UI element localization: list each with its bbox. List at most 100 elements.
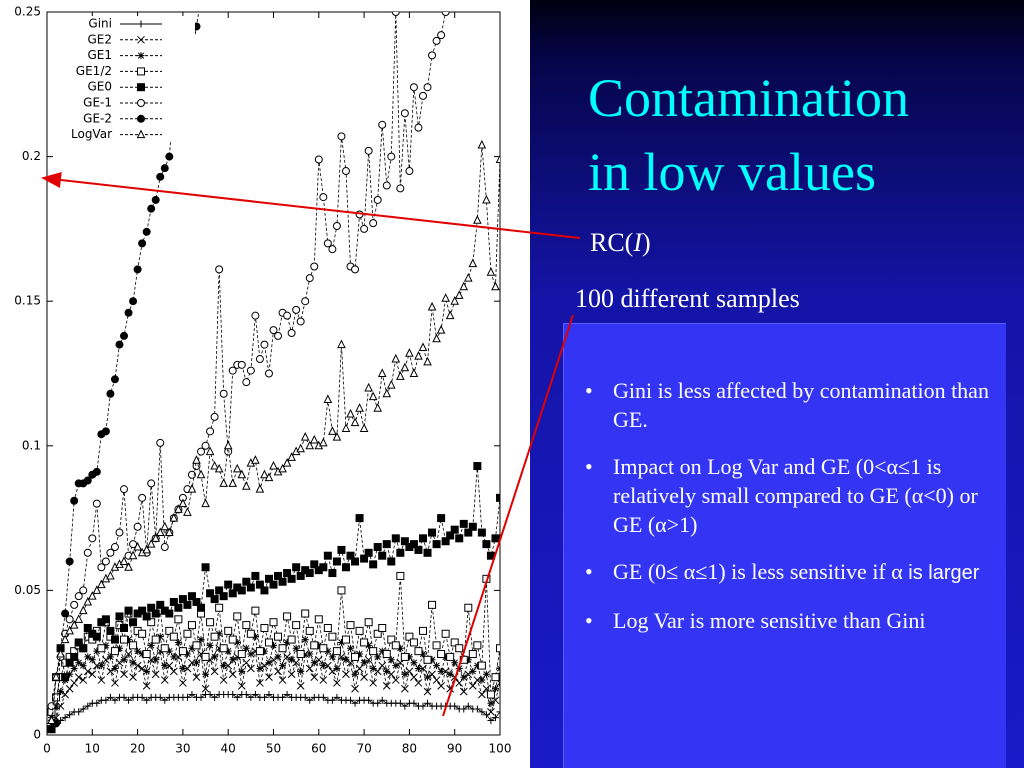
- marker: [333, 664, 341, 672]
- bullet: Log Var is more sensitive than Gini: [585, 606, 995, 635]
- marker: [477, 661, 486, 670]
- marker: [214, 463, 224, 473]
- marker: [192, 455, 201, 464]
- marker: [396, 371, 405, 380]
- marker: [337, 586, 346, 595]
- marker: [387, 152, 396, 161]
- marker: [269, 618, 278, 627]
- marker: [473, 641, 482, 650]
- marker: [110, 635, 119, 644]
- marker: [274, 632, 283, 641]
- marker: [418, 342, 428, 351]
- marker: [332, 432, 342, 441]
- marker: [79, 586, 88, 595]
- marker: [61, 673, 70, 682]
- marker: [378, 696, 386, 704]
- marker: [206, 641, 214, 649]
- marker: [283, 638, 291, 646]
- marker: [305, 664, 314, 673]
- marker: [120, 670, 128, 679]
- marker: [183, 507, 192, 516]
- marker: [315, 641, 323, 649]
- marker: [74, 614, 84, 623]
- marker: [101, 615, 110, 624]
- marker: [323, 623, 332, 632]
- x-tick-label: 90: [447, 742, 462, 756]
- marker: [97, 579, 106, 589]
- marker: [463, 272, 473, 282]
- marker: [92, 632, 101, 641]
- series-line: [51, 466, 500, 730]
- marker: [183, 693, 191, 701]
- marker: [238, 667, 246, 675]
- marker: [301, 636, 309, 644]
- x-tick-label: 10: [85, 742, 100, 756]
- marker: [65, 625, 74, 635]
- marker: [323, 551, 332, 560]
- marker: [288, 656, 296, 664]
- marker: [178, 647, 187, 656]
- marker: [269, 326, 278, 335]
- marker: [432, 641, 441, 650]
- marker: [110, 647, 119, 656]
- marker: [174, 638, 182, 646]
- marker: [152, 656, 160, 664]
- marker: [373, 667, 382, 676]
- marker: [260, 647, 268, 655]
- marker: [115, 644, 123, 652]
- marker: [346, 408, 355, 418]
- marker: [215, 630, 223, 638]
- marker: [169, 597, 178, 606]
- marker: [410, 659, 418, 667]
- marker: [233, 612, 242, 621]
- marker: [147, 479, 156, 488]
- marker: [124, 562, 133, 571]
- marker: [292, 305, 301, 314]
- marker: [233, 693, 241, 701]
- marker: [491, 673, 500, 682]
- y-tick-label: 0.2: [22, 149, 41, 163]
- marker: [138, 693, 146, 701]
- marker: [201, 684, 210, 693]
- marker: [364, 548, 373, 557]
- marker: [337, 545, 346, 554]
- marker: [192, 597, 201, 606]
- marker: [57, 688, 65, 696]
- marker: [265, 691, 273, 699]
- x-tick-label: 60: [311, 742, 326, 756]
- marker: [174, 615, 183, 624]
- marker: [283, 569, 292, 578]
- marker: [396, 571, 405, 580]
- marker: [410, 699, 418, 707]
- marker: [428, 528, 437, 537]
- legend-label: GE0: [87, 80, 112, 94]
- marker: [319, 193, 328, 202]
- marker: [396, 184, 405, 193]
- marker: [106, 626, 115, 635]
- marker: [237, 650, 246, 659]
- marker: [305, 274, 314, 283]
- marker: [278, 577, 287, 586]
- marker: [129, 297, 138, 306]
- marker: [129, 618, 138, 627]
- marker: [360, 638, 369, 647]
- marker: [70, 664, 78, 672]
- marker: [287, 329, 296, 338]
- marker: [328, 696, 336, 704]
- marker: [265, 673, 273, 682]
- marker: [143, 667, 151, 675]
- marker: [468, 522, 477, 531]
- marker: [246, 664, 255, 673]
- marker: [351, 670, 359, 678]
- marker: [84, 653, 92, 661]
- marker: [391, 12, 400, 16]
- marker: [187, 592, 196, 601]
- marker: [179, 664, 187, 672]
- marker: [183, 629, 192, 638]
- marker: [365, 641, 373, 649]
- marker: [83, 548, 92, 557]
- bullet: Impact on Log Var and GE (0<α≤1 is relat…: [585, 452, 995, 539]
- legend-label: GE1: [87, 48, 112, 62]
- marker: [487, 717, 495, 725]
- marker: [454, 290, 464, 299]
